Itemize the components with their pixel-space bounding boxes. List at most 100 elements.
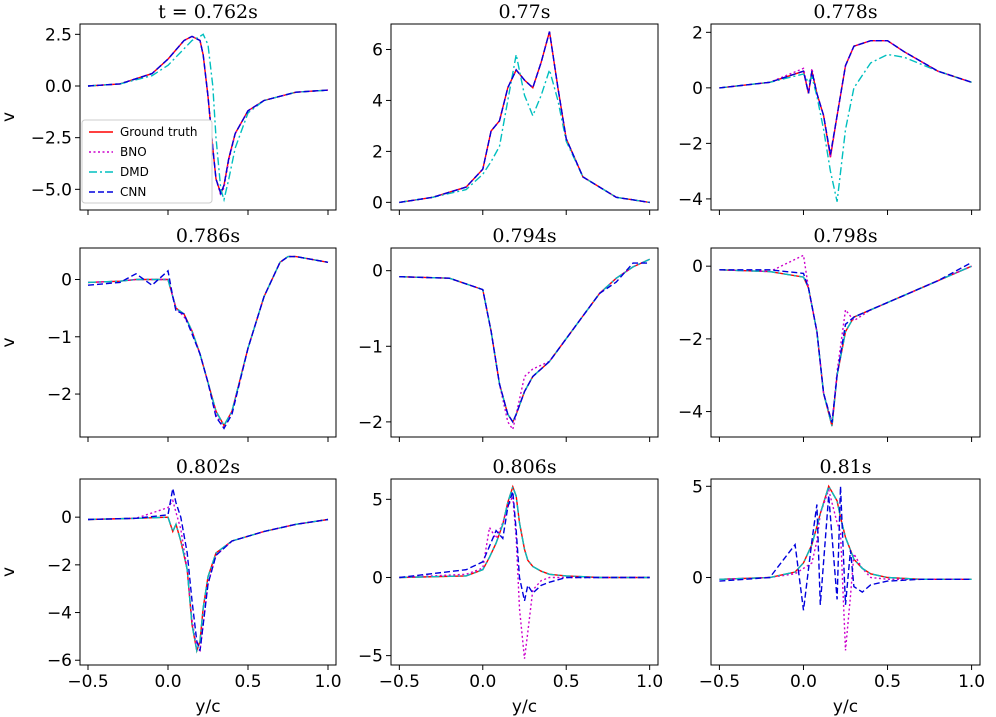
y-tick-label: 5 xyxy=(692,477,703,497)
series-bno xyxy=(87,255,329,430)
panel-title: 0.798s xyxy=(813,225,877,247)
plot-frame xyxy=(710,23,981,211)
series-cnn xyxy=(399,262,650,424)
panel-8: 0.81s 5 0 −0.5 0.0 0.5 1.0 y/c xyxy=(692,456,985,717)
y-tick-label: −2.5 xyxy=(31,129,72,149)
plot-frame xyxy=(79,478,337,666)
y-tick-label: −1 xyxy=(358,337,383,357)
y-tick-label: −4 xyxy=(47,604,72,624)
panel-title: 0.778s xyxy=(813,1,877,23)
x-tick-label: −0.5 xyxy=(699,672,740,692)
legend: Ground truth BNO DMD CNN xyxy=(81,119,213,204)
series-dmd xyxy=(87,516,329,654)
panel-0: t = 0.762s 2.5 0.0 −2.5 −5.0 v xyxy=(0,1,337,215)
panel-1: 0.77s 0 2 4 6 xyxy=(372,1,659,215)
series-dmd xyxy=(399,484,650,579)
y-tick-label: 0 xyxy=(692,79,703,99)
legend-label: Ground truth xyxy=(120,125,198,139)
series-cnn xyxy=(87,35,329,196)
y-tick-label: 0.0 xyxy=(45,77,72,97)
x-tick-label: 0.0 xyxy=(154,672,181,692)
x-tick-label: 1.0 xyxy=(314,672,341,692)
series-bno xyxy=(399,493,650,659)
x-axis-label: y/c xyxy=(195,697,220,717)
series-cnn xyxy=(87,488,329,651)
series-dmd xyxy=(399,54,650,204)
panel-7: 0.806s 5 0 −5 −0.5 0.0 0.5 1.0 y/c xyxy=(358,456,663,717)
panel-5: 0.798s 0 −2 −4 xyxy=(678,225,981,442)
series-bno xyxy=(87,35,329,198)
y-axis-label: v xyxy=(0,567,19,577)
y-tick-label: 0 xyxy=(692,257,703,277)
panel-title: 0.81s xyxy=(819,456,871,478)
panel-title: 0.794s xyxy=(492,225,556,247)
series-bno xyxy=(719,254,972,423)
legend-label: BNO xyxy=(120,145,147,159)
series-ground-truth xyxy=(719,265,972,427)
x-tick-label: −0.5 xyxy=(67,672,108,692)
y-axis-label: v xyxy=(0,337,19,347)
y-tick-label: 0 xyxy=(61,271,72,291)
legend-box xyxy=(81,119,213,204)
panel-3: 0.786s 0 −1 −2 v xyxy=(0,225,337,442)
series-cnn xyxy=(399,491,650,602)
y-tick-label: 4 xyxy=(372,91,383,111)
series-cnn xyxy=(719,261,972,423)
series-bno xyxy=(399,258,650,432)
panel-title: t = 0.762s xyxy=(158,1,258,23)
y-tick-label: 6 xyxy=(372,40,383,60)
y-tick-label: −5 xyxy=(358,647,383,667)
y-tick-label: −2 xyxy=(678,330,703,350)
panel-4: 0.794s 0 −1 −2 xyxy=(358,225,659,442)
series-ground-truth xyxy=(719,40,972,158)
x-tick-label: 1.0 xyxy=(958,672,985,692)
series-dmd xyxy=(719,53,972,202)
y-tick-label: −2 xyxy=(358,413,383,433)
y-tick-label: 0 xyxy=(372,262,383,282)
series-cnn xyxy=(87,255,329,430)
x-axis-label: y/c xyxy=(512,697,537,717)
series-cnn xyxy=(719,40,972,155)
y-tick-label: −4 xyxy=(678,190,703,210)
series-ground-truth xyxy=(719,484,972,580)
panel-6: 0.802s 0 −2 −4 −6−0.5 0.0 0.5 1.0 v y/c xyxy=(0,456,342,717)
y-tick-label: −6 xyxy=(47,651,72,671)
x-tick-label: 1.0 xyxy=(636,672,663,692)
panel-title: 0.77s xyxy=(498,1,550,23)
panel-title: 0.786s xyxy=(176,225,240,247)
y-tick-label: −2 xyxy=(47,385,72,405)
plot-frame xyxy=(390,478,659,666)
series-bno xyxy=(719,40,972,158)
legend-label: DMD xyxy=(120,165,149,179)
plot-frame xyxy=(79,247,337,438)
x-axis-label: y/c xyxy=(833,697,858,717)
series-dmd xyxy=(719,265,972,427)
series-bno xyxy=(399,31,650,204)
y-tick-label: 0 xyxy=(692,568,703,588)
series-ground-truth xyxy=(399,258,650,424)
series-ground-truth xyxy=(87,255,329,427)
y-tick-label: 2 xyxy=(372,142,383,162)
series-dmd xyxy=(87,255,329,427)
y-tick-label: −1 xyxy=(47,328,72,348)
panel-title: 0.802s xyxy=(176,456,240,478)
panel-2: 0.778s 2 0 −2 −4 xyxy=(678,1,981,215)
series-dmd xyxy=(87,33,329,203)
x-tick-label: 0.5 xyxy=(234,672,261,692)
x-tick-label: −0.5 xyxy=(379,672,420,692)
y-tick-label: −2 xyxy=(47,556,72,576)
plot-frame xyxy=(390,23,659,211)
series-ground-truth xyxy=(399,484,650,579)
y-tick-label: 0 xyxy=(61,508,72,528)
y-tick-label: −4 xyxy=(678,403,703,423)
y-tick-label: 5 xyxy=(372,490,383,510)
series-dmd xyxy=(719,484,972,580)
y-tick-label: 2.5 xyxy=(45,25,72,45)
y-tick-label: −5.0 xyxy=(31,180,72,200)
plot-frame xyxy=(710,478,981,666)
series-bno xyxy=(719,487,972,651)
x-tick-label: 0.0 xyxy=(469,672,496,692)
y-axis-label: v xyxy=(0,112,19,122)
series-cnn xyxy=(399,31,650,204)
